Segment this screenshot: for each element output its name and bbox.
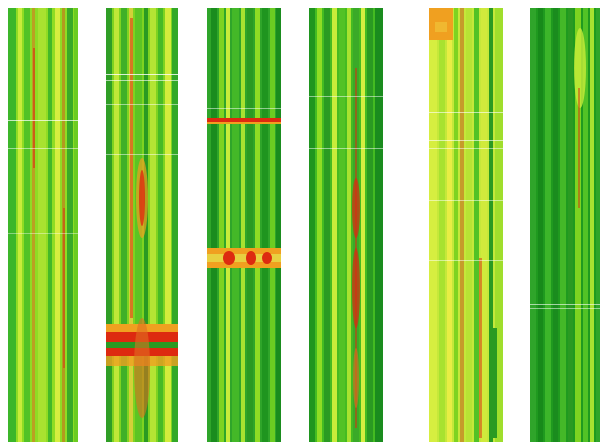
scan-strip-4 bbox=[309, 8, 383, 442]
scan-strip-5 bbox=[429, 8, 503, 442]
strip-5-texture bbox=[429, 8, 503, 442]
scan-strip-6 bbox=[530, 8, 600, 442]
strip-6-texture bbox=[530, 8, 600, 442]
strip-1-texture bbox=[8, 8, 78, 442]
strip-4-texture bbox=[309, 8, 383, 442]
scan-strip-3 bbox=[207, 8, 281, 442]
strip-2-texture bbox=[106, 8, 178, 442]
strip-3-texture bbox=[207, 8, 281, 442]
scan-strip-1 bbox=[8, 8, 78, 442]
scan-strip-2 bbox=[106, 8, 178, 442]
